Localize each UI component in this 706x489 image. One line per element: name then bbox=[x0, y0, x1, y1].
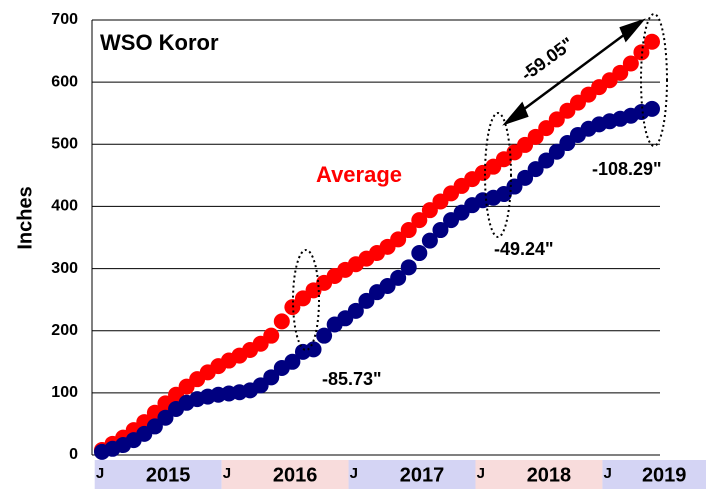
data-point bbox=[400, 222, 417, 239]
x-group-label: 2017 bbox=[400, 464, 445, 486]
x-tick-label: J bbox=[96, 465, 104, 482]
data-point bbox=[263, 369, 280, 386]
data-point bbox=[263, 327, 280, 344]
chart-title: WSO Koror bbox=[100, 30, 219, 55]
y-axis-label: Inches bbox=[14, 186, 36, 249]
data-point bbox=[305, 341, 322, 358]
data-point bbox=[284, 353, 301, 370]
data-point bbox=[644, 100, 660, 117]
x-tick-label: J bbox=[350, 465, 358, 482]
legend-label: Average bbox=[316, 162, 402, 187]
grid: 0 100 200 300 400 500 600 700 bbox=[51, 11, 660, 463]
data-point bbox=[622, 55, 639, 72]
data-point bbox=[316, 327, 333, 344]
x-tick-label: J bbox=[604, 465, 612, 482]
ellipse-marker bbox=[640, 13, 668, 147]
x-band bbox=[475, 460, 603, 489]
data-point bbox=[421, 232, 438, 249]
x-group-label: 2016 bbox=[273, 464, 318, 486]
y-tick-label: 300 bbox=[51, 260, 78, 277]
y-tick-label: 500 bbox=[51, 136, 78, 153]
data-point bbox=[644, 33, 660, 50]
x-axis-bands: 2015 2016 2017 2018 2019 J J J J J bbox=[94, 460, 706, 489]
data-point bbox=[527, 128, 544, 145]
arrow bbox=[502, 18, 646, 126]
data-point bbox=[421, 202, 438, 219]
y-tick-label: 700 bbox=[51, 11, 78, 28]
y-tick-label: 0 bbox=[69, 446, 78, 463]
data-point bbox=[358, 292, 375, 309]
annotation: -49.24" bbox=[494, 239, 554, 259]
x-band bbox=[348, 460, 476, 489]
ellipse-marker bbox=[292, 249, 320, 351]
y-tick-label: 600 bbox=[51, 73, 78, 90]
data-point bbox=[390, 231, 407, 248]
x-group-label: 2019 bbox=[642, 464, 687, 486]
x-band bbox=[94, 460, 222, 489]
x-band bbox=[602, 460, 706, 489]
data-point bbox=[548, 111, 565, 128]
x-band bbox=[221, 460, 349, 489]
x-tick-label: J bbox=[223, 465, 231, 482]
y-tick-label: 400 bbox=[51, 198, 78, 215]
data-point bbox=[517, 169, 534, 186]
data-point bbox=[612, 64, 629, 81]
data-point bbox=[411, 245, 428, 262]
y-tick-label: 200 bbox=[51, 322, 78, 339]
plot bbox=[94, 33, 660, 460]
data-point bbox=[527, 161, 544, 178]
data-point bbox=[538, 120, 555, 137]
data-point bbox=[157, 409, 174, 426]
data-point bbox=[146, 418, 163, 435]
y-tick-label: 100 bbox=[51, 384, 78, 401]
x-group-label: 2015 bbox=[146, 464, 191, 486]
x-tick-label: J bbox=[477, 465, 485, 482]
annotation: -85.73" bbox=[322, 369, 382, 389]
data-point bbox=[411, 212, 428, 229]
ellipse-marker bbox=[484, 112, 512, 238]
data-point bbox=[347, 302, 364, 319]
data-point bbox=[400, 259, 417, 276]
data-point bbox=[390, 269, 407, 286]
data-point bbox=[548, 143, 565, 160]
x-group-label: 2018 bbox=[527, 464, 572, 486]
data-point bbox=[432, 222, 449, 239]
data-point bbox=[538, 152, 555, 169]
annotation: -108.29" bbox=[592, 159, 662, 179]
data-point bbox=[273, 313, 290, 330]
